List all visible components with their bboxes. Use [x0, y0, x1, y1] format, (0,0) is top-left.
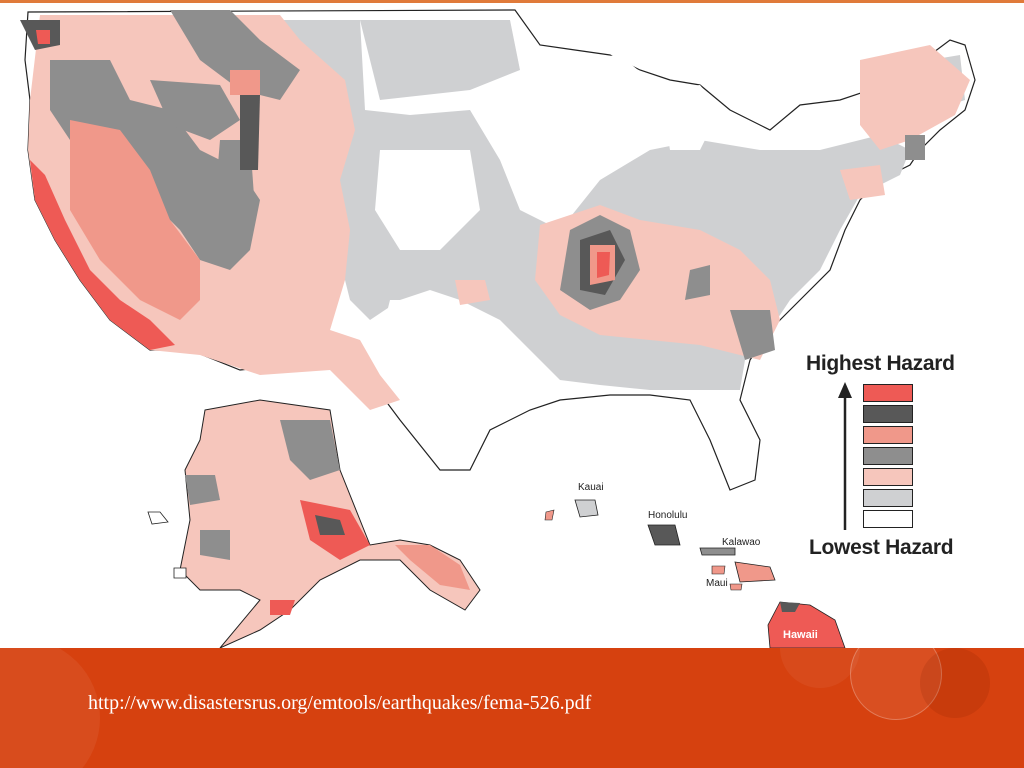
footer-bubble [920, 648, 990, 718]
legend-swatch-6 [863, 489, 913, 507]
legend-arrow-head [838, 382, 852, 398]
kauai-label: Kauai [578, 482, 604, 493]
legend-swatch-2 [863, 405, 913, 423]
hawaii-islands [544, 499, 846, 648]
footer-bar [0, 648, 1024, 768]
zone-white-patches [375, 55, 720, 440]
kalawao-label: Kalawao [722, 537, 761, 548]
legend-highest-label: Highest Hazard [806, 352, 955, 375]
hawaii-label: Hawaii [783, 629, 818, 641]
honolulu-label: Honolulu [648, 510, 688, 521]
legend-swatch-5 [863, 468, 913, 486]
hazard-map: Kauai Honolulu Kalawao Maui Hawaii Highe… [20, 9, 976, 648]
legend-lowest-label: Lowest Hazard [809, 536, 954, 559]
top-accent-line [0, 0, 1024, 3]
legend-swatch-3 [863, 426, 913, 444]
legend-swatch-7 [863, 510, 913, 528]
source-url-link[interactable]: http://www.disastersrus.org/emtools/eart… [88, 692, 592, 714]
map-svg [20, 9, 976, 648]
footer-bubble [780, 648, 860, 688]
footer-bubble [0, 648, 100, 768]
alaska [147, 399, 481, 648]
legend-swatch-4 [863, 447, 913, 465]
legend-swatch-1 [863, 384, 913, 402]
zone-red [30, 30, 610, 350]
maui-label: Maui [706, 578, 728, 589]
